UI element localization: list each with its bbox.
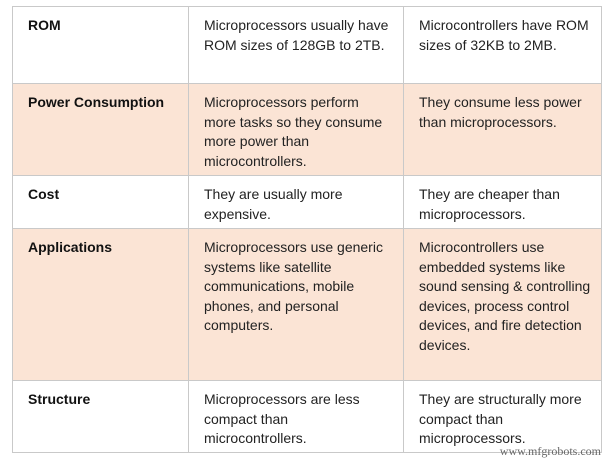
row-header: Applications bbox=[12, 228, 189, 381]
table-cell: Microprocessors perform more tasks so th… bbox=[188, 83, 404, 176]
table-row: Power Consumption Microprocessors perform… bbox=[12, 83, 602, 176]
table-cell: Microcontrollers have ROM sizes of 32KB … bbox=[403, 6, 602, 84]
watermark: www.mfgrobots.com bbox=[499, 444, 601, 458]
table-row: Structure Microprocessors are less compac… bbox=[12, 380, 602, 453]
table-row: Cost They are usually more expensive. They… bbox=[12, 175, 602, 229]
row-header: Power Consumption bbox=[12, 83, 189, 176]
comparison-table: ROM Microprocessors usually have ROM size… bbox=[12, 6, 602, 453]
table-cell: Microprocessors usually have ROM sizes o… bbox=[188, 6, 404, 84]
table-cell: Microcontrollers use embedded systems li… bbox=[403, 228, 602, 381]
table-cell: They are structurally more compact than … bbox=[403, 380, 602, 453]
table-cell: Microprocessors are less compact than mi… bbox=[188, 380, 404, 453]
row-header: Structure bbox=[12, 380, 189, 453]
table-cell: They consume less power than microproces… bbox=[403, 83, 602, 176]
row-header: Cost bbox=[12, 175, 189, 229]
table-cell: They are cheaper than microprocessors. bbox=[403, 175, 602, 229]
table-row: Applications Microprocessors use generic … bbox=[12, 228, 602, 381]
table-cell: Microprocessors use generic systems like… bbox=[188, 228, 404, 381]
table-row: ROM Microprocessors usually have ROM size… bbox=[12, 6, 602, 84]
table-cell: They are usually more expensive. bbox=[188, 175, 404, 229]
row-header: ROM bbox=[12, 6, 189, 84]
